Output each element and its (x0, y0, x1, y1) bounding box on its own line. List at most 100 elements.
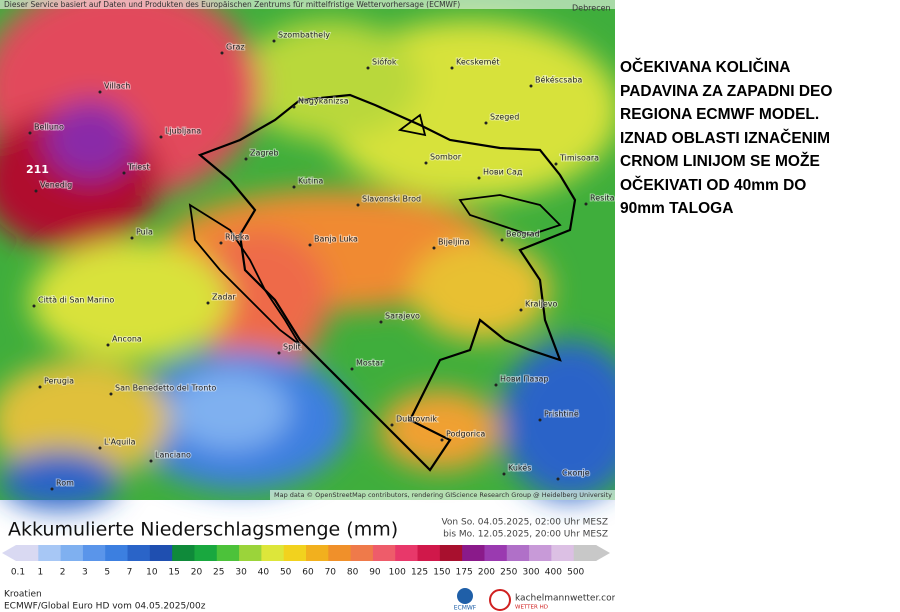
city-label: Kecskemét (456, 57, 499, 67)
city-dot (98, 90, 102, 94)
brand: kachelmannwetter.com (515, 594, 615, 604)
scale-cell (484, 545, 508, 561)
city-dot (220, 51, 224, 55)
scale-label: 10 (146, 568, 158, 578)
caption-line: PADAVINA ZA ZAPADNI DEO (620, 82, 833, 100)
caption-line: OČEKIVATI OD 40mm DO (620, 176, 807, 194)
scale-label: 200 (478, 568, 495, 578)
city-label: Dubrovnik (396, 415, 437, 424)
scale-label: 3 (82, 568, 88, 578)
scale-label: 125 (411, 568, 428, 578)
city-dot (109, 392, 113, 396)
scale-cell (372, 545, 396, 561)
city-dot (484, 121, 488, 125)
city-label: Нови Пазар (500, 375, 549, 384)
city-dot (366, 66, 370, 70)
city-dot (149, 459, 153, 463)
city-dot (477, 176, 481, 180)
scale-label: 1 (37, 568, 43, 578)
caption: OČEKIVANA KOLIČINA PADAVINA ZA ZAPADNI DE… (620, 56, 895, 221)
city-label: Bijeljina (438, 238, 470, 247)
period-to: bis Mo. 12.05.2025, 20:00 Uhr MESZ (443, 530, 608, 540)
scale-label: 50 (280, 568, 292, 578)
city-dot (500, 238, 504, 242)
city-label: San Benedetto del Tronto (115, 384, 216, 393)
city-dot (122, 171, 126, 175)
scale-label: 0.1 (11, 568, 25, 578)
city-label: Venedig (40, 181, 72, 190)
city-label: Szeged (490, 113, 519, 122)
scale-arrow-right (596, 545, 610, 561)
city-dot (432, 246, 436, 250)
city-label: Slavonski Brod (362, 195, 421, 204)
scale-label: 150 (433, 568, 450, 578)
contour-40mm (197, 93, 577, 472)
city-label: Pula (136, 228, 153, 237)
city-label: Kraljevo (525, 300, 558, 309)
city-label: Zadar (212, 293, 236, 302)
scale-label: 70 (325, 568, 337, 578)
period-from: Von So. 04.05.2025, 02:00 Uhr MESZ (441, 518, 608, 528)
scale-label: 175 (456, 568, 473, 578)
ecmwf-logo: ECMWF (454, 605, 477, 612)
caption-line: REGIONA ECMWF MODEL. (620, 106, 820, 123)
city-label: Zagreb (250, 149, 279, 158)
scale-cell (506, 545, 530, 561)
city-dot (356, 203, 360, 207)
city-dot (390, 423, 394, 427)
scale-cell (529, 545, 552, 561)
scale-label: 300 (522, 568, 539, 578)
city-label: Kutina (298, 177, 323, 186)
scale-cell (216, 545, 240, 561)
caption-line: 90mm TALOGA (620, 200, 734, 217)
scale-label: 15 (168, 568, 179, 578)
city-dot (494, 383, 498, 387)
city-dot (28, 131, 32, 135)
city-label: Kukës (508, 464, 531, 473)
city-dot (206, 301, 210, 305)
city-dot (529, 84, 533, 88)
scale-cell (194, 545, 218, 561)
scale-label: 7 (127, 568, 133, 578)
city-dot (244, 157, 248, 161)
city-dot (106, 343, 110, 347)
city-dot (350, 367, 354, 371)
scale-label: 400 (545, 568, 562, 578)
city-dot (519, 308, 523, 312)
city-dot (502, 472, 506, 476)
city-label: Нови Сад (483, 168, 523, 177)
scale-label: 5 (104, 568, 110, 578)
city-dot (32, 304, 36, 308)
scale-label: 20 (191, 568, 203, 578)
city-dot (292, 185, 296, 189)
city-dot (98, 446, 102, 450)
scale-cell (462, 545, 485, 561)
scale-label: 250 (500, 568, 517, 578)
city-label: Perugia (44, 377, 74, 386)
attribution-band (270, 490, 615, 500)
city-label: Banja Luka (314, 235, 358, 244)
scale-label: 25 (213, 568, 224, 578)
scale-cell (439, 545, 463, 561)
scale-cell (395, 545, 419, 561)
city-dot (130, 236, 134, 240)
ecmwf-icon (457, 588, 473, 604)
scale-label: 2 (60, 568, 66, 578)
max-value: 211 (26, 163, 49, 176)
city-dot (272, 39, 276, 43)
city-label: Sombor (430, 153, 462, 162)
city-label: Békéscsaba (535, 75, 582, 85)
city-dot (277, 351, 281, 355)
city-label: Villach (104, 82, 130, 91)
caption-line: IZNAD OBLASTI IZNAČENIM (620, 129, 831, 147)
city-label: Mostar (356, 359, 384, 368)
region: Kroatien (4, 590, 42, 600)
scale-cell (328, 545, 352, 561)
city-dot (219, 241, 223, 245)
city-dot (292, 105, 296, 109)
scale-cell (105, 545, 129, 561)
scale-label: 100 (389, 568, 406, 578)
scale-label: 60 (302, 568, 314, 578)
city-dot (538, 418, 542, 422)
city-label: Скопје (562, 469, 590, 478)
